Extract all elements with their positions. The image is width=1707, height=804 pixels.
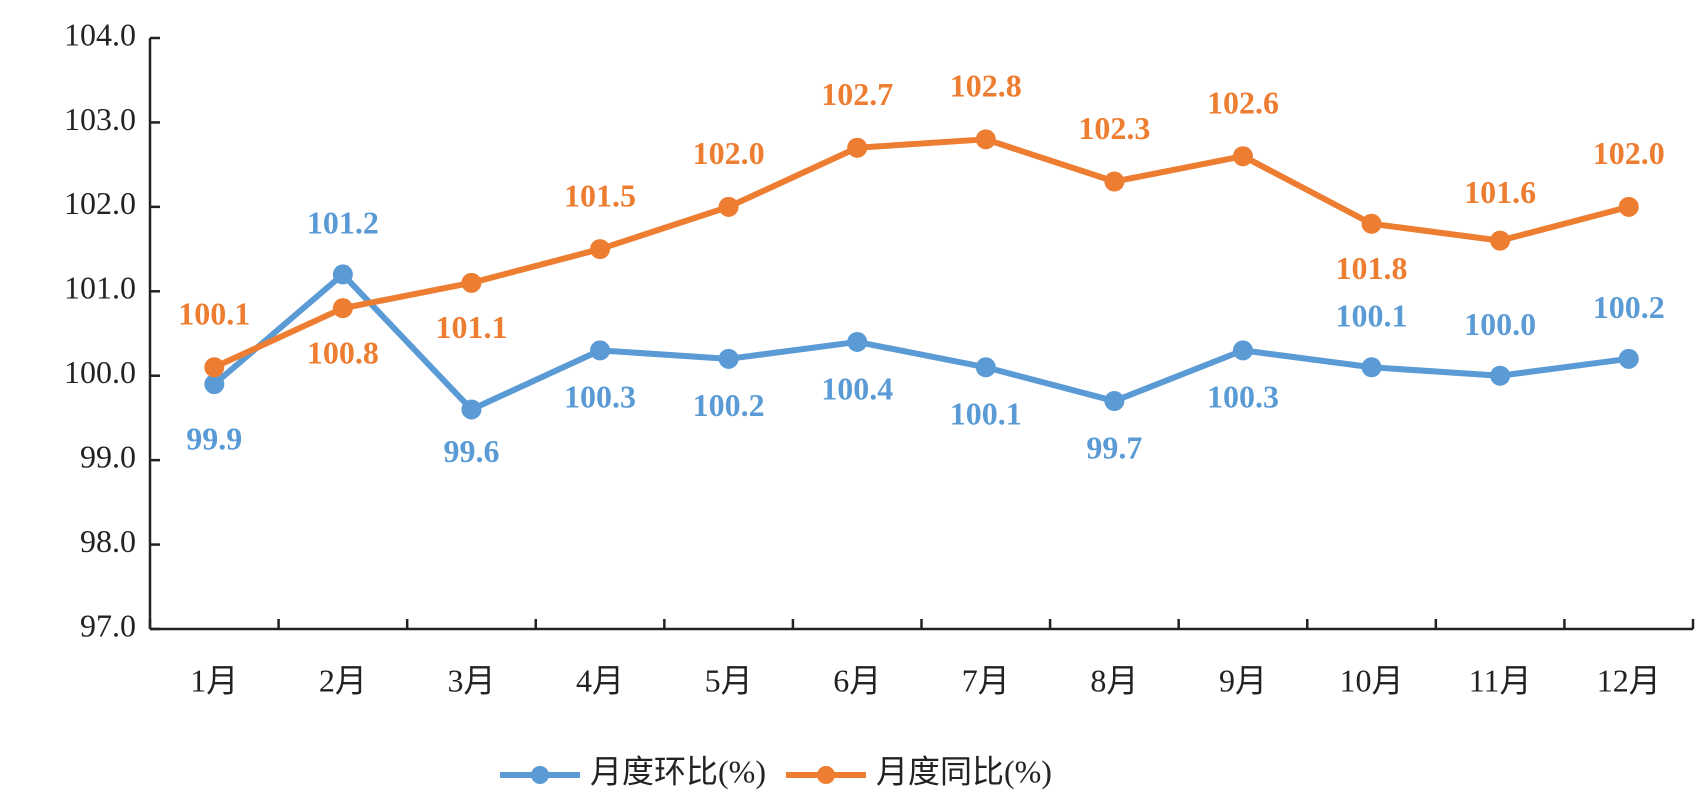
data-label: 102.6 (1207, 85, 1279, 121)
data-point (204, 374, 225, 395)
series-line (213, 136, 1630, 370)
data-label: 99.7 (1086, 429, 1142, 465)
data-point (1361, 357, 1382, 378)
x-tick-label: 10月 (1340, 662, 1404, 698)
data-point (1104, 171, 1125, 192)
x-tick-label: 2月 (319, 662, 367, 698)
y-tick-label: 98.0 (80, 523, 136, 559)
data-point (1490, 365, 1511, 386)
x-tick-label: 6月 (833, 662, 881, 698)
legend-label: 月度同比(%) (876, 753, 1052, 789)
data-point (590, 340, 611, 361)
data-point (718, 348, 739, 369)
data-point (1232, 340, 1253, 361)
data-label: 101.8 (1336, 250, 1408, 286)
y-tick-label: 101.0 (64, 270, 136, 306)
data-point (1361, 213, 1382, 234)
x-tick-label: 3月 (447, 662, 495, 698)
x-tick-label: 8月 (1090, 662, 1138, 698)
data-label: 99.9 (186, 421, 242, 457)
data-point (1490, 230, 1511, 251)
data-point (204, 357, 225, 378)
data-point (1618, 196, 1639, 217)
x-tick-label: 12月 (1597, 662, 1661, 698)
data-label: 102.7 (821, 76, 893, 112)
data-label: 100.2 (693, 387, 765, 423)
data-label: 100.2 (1593, 289, 1665, 325)
data-label: 101.5 (564, 177, 636, 213)
y-tick-label: 104.0 (64, 16, 136, 52)
data-point (461, 272, 482, 293)
data-label: 100.1 (178, 296, 250, 332)
data-label: 99.6 (443, 433, 499, 469)
data-point (975, 129, 996, 150)
x-tick-label: 4月 (576, 662, 624, 698)
data-point (332, 298, 353, 319)
data-label: 100.1 (950, 396, 1022, 432)
data-point (332, 264, 353, 285)
data-label: 101.2 (307, 205, 379, 241)
x-tick-label: 1月 (190, 662, 238, 698)
data-label: 100.8 (307, 335, 379, 371)
data-point (847, 331, 868, 352)
data-label: 102.8 (950, 68, 1022, 104)
legend-marker (531, 766, 549, 784)
y-tick-label: 97.0 (80, 607, 136, 643)
data-point (718, 196, 739, 217)
data-label: 101.1 (435, 309, 507, 345)
data-label: 100.3 (1207, 379, 1279, 415)
data-point (1232, 146, 1253, 167)
data-label: 100.0 (1464, 306, 1536, 342)
legend-label: 月度环比(%) (590, 753, 766, 789)
y-tick-label: 103.0 (64, 101, 136, 137)
data-point (1104, 391, 1125, 412)
data-point (975, 357, 996, 378)
x-tick-label: 5月 (705, 662, 753, 698)
data-label: 102.0 (693, 135, 765, 171)
data-label: 100.1 (1336, 298, 1408, 334)
x-tick-label: 7月 (962, 662, 1010, 698)
series-line (212, 271, 1630, 413)
x-tick-label: 11月 (1469, 662, 1532, 698)
data-label: 102.3 (1078, 110, 1150, 146)
legend-marker (816, 766, 835, 784)
data-point (461, 399, 482, 420)
y-tick-label: 102.0 (64, 185, 136, 221)
data-label: 102.0 (1593, 135, 1665, 171)
y-tick-label: 99.0 (80, 438, 136, 474)
data-point (590, 239, 611, 260)
data-point (847, 137, 868, 158)
data-point (1618, 348, 1639, 369)
x-tick-label: 9月 (1219, 662, 1267, 698)
data-label: 100.4 (821, 370, 893, 406)
data-label: 100.3 (564, 379, 636, 415)
y-tick-label: 100.0 (64, 354, 136, 390)
data-label: 101.6 (1464, 174, 1536, 210)
